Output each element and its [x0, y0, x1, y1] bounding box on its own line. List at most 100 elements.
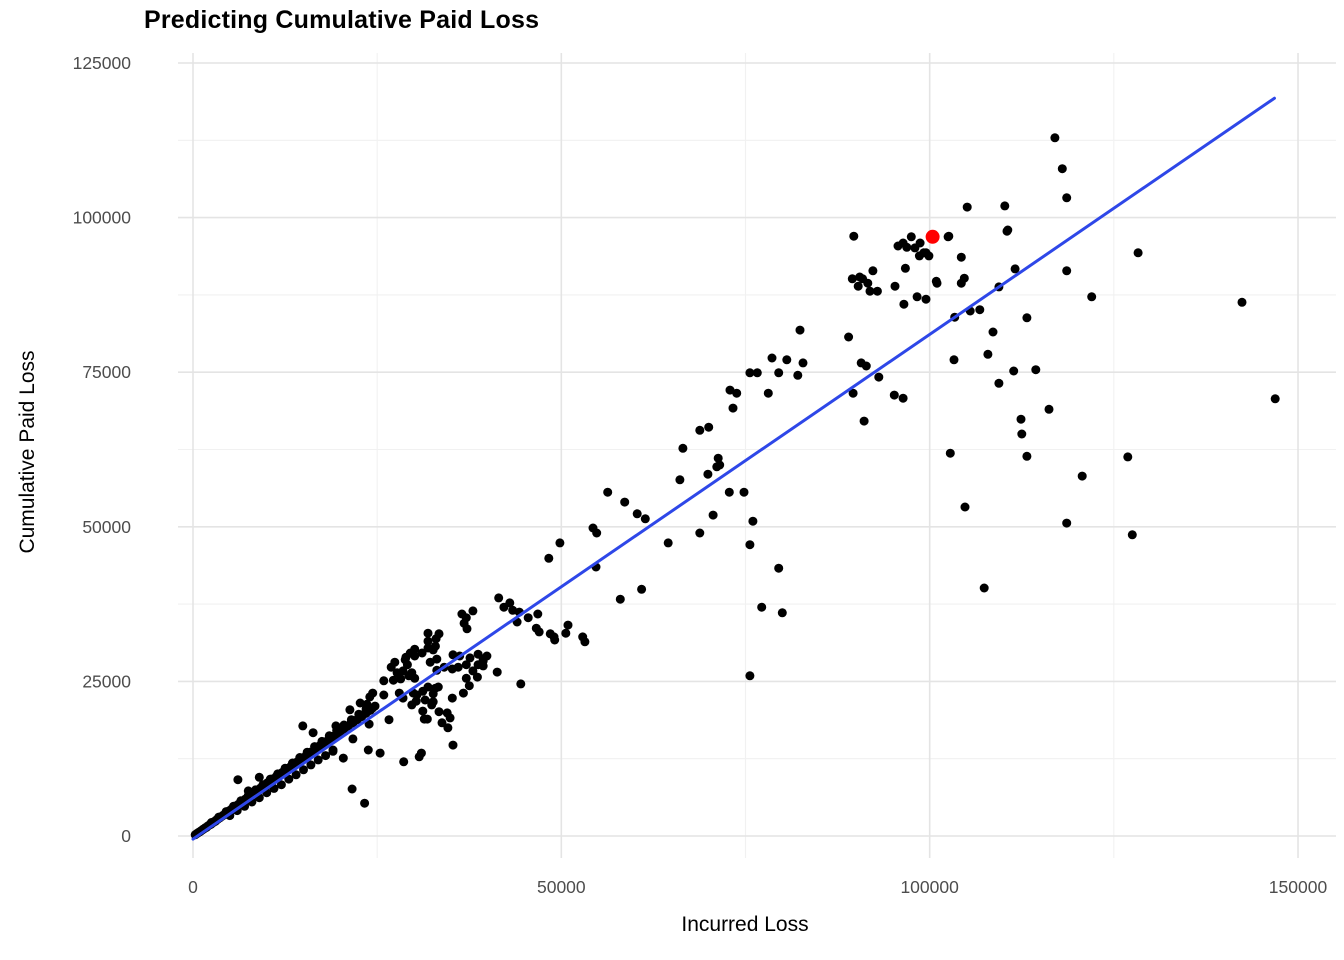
- data-point: [555, 538, 565, 548]
- data-point: [675, 475, 685, 485]
- data-point: [461, 660, 471, 670]
- data-point: [465, 653, 475, 663]
- data-point: [620, 497, 630, 507]
- data-point: [332, 726, 342, 736]
- data-point: [795, 325, 805, 335]
- data-point: [960, 502, 970, 512]
- data-point: [603, 487, 613, 497]
- data-point: [872, 286, 882, 296]
- data-point: [468, 606, 478, 616]
- data-point: [890, 281, 900, 291]
- data-point: [233, 775, 243, 785]
- data-point: [898, 393, 908, 403]
- data-point: [979, 583, 989, 593]
- data-point: [388, 675, 398, 685]
- data-point: [592, 528, 602, 538]
- data-point: [348, 734, 358, 744]
- data-point: [411, 696, 421, 706]
- data-point: [1133, 248, 1143, 258]
- data-point: [448, 650, 458, 660]
- data-point: [338, 753, 348, 763]
- data-point: [914, 251, 924, 261]
- data-point: [732, 388, 742, 398]
- data-point: [328, 745, 338, 755]
- data-point: [462, 624, 472, 634]
- data-point: [447, 693, 457, 703]
- data-point: [379, 690, 389, 700]
- data-point: [550, 635, 560, 645]
- data-point: [745, 540, 755, 550]
- data-point: [1010, 264, 1020, 274]
- data-point: [280, 763, 290, 773]
- data-point: [361, 704, 371, 714]
- data-point: [580, 637, 590, 647]
- data-point: [368, 703, 378, 713]
- data-point: [632, 509, 642, 519]
- data-point: [416, 748, 426, 758]
- data-point: [712, 462, 722, 472]
- data-point: [1000, 201, 1010, 211]
- data-point: [1009, 366, 1019, 376]
- data-point: [273, 769, 283, 779]
- data-point: [703, 469, 713, 479]
- data-point: [959, 273, 969, 283]
- data-point: [434, 707, 444, 717]
- data-point: [728, 403, 738, 413]
- data-point: [523, 613, 533, 623]
- data-point: [399, 757, 409, 767]
- data-point: [310, 742, 320, 752]
- data-point: [306, 760, 316, 770]
- data-point: [774, 563, 784, 573]
- data-point: [492, 667, 502, 677]
- data-point: [932, 278, 942, 288]
- data-point: [346, 715, 356, 725]
- data-point: [434, 629, 444, 639]
- data-point: [544, 553, 554, 563]
- data-point: [288, 758, 297, 768]
- data-point: [777, 608, 787, 618]
- data-point: [678, 443, 688, 453]
- data-point: [663, 538, 673, 548]
- data-point: [428, 697, 438, 707]
- data-point: [339, 720, 349, 730]
- data-point: [1044, 404, 1054, 414]
- data-point: [949, 355, 959, 365]
- y-tick-label: 125000: [73, 53, 132, 73]
- data-point: [912, 292, 922, 302]
- chart-title: Predicting Cumulative Paid Loss: [144, 6, 540, 34]
- data-point: [847, 274, 857, 284]
- data-point: [284, 774, 294, 784]
- data-point: [767, 353, 777, 363]
- data-point: [430, 683, 440, 693]
- data-point: [299, 765, 308, 775]
- x-axis-title: Incurred Loss: [681, 913, 809, 936]
- data-point: [428, 645, 438, 655]
- y-tick-label: 0: [121, 826, 131, 846]
- data-point: [534, 627, 544, 637]
- data-point: [861, 361, 871, 371]
- trend-line: [191, 96, 1276, 841]
- data-point: [384, 715, 394, 725]
- data-point: [739, 487, 749, 497]
- data-point: [563, 620, 573, 630]
- data-point: [695, 528, 705, 538]
- data-point: [423, 628, 433, 638]
- data-point: [1127, 530, 1137, 540]
- data-point: [308, 728, 318, 738]
- data-point: [1077, 471, 1087, 481]
- x-tick-label: 0: [188, 877, 198, 897]
- data-point: [915, 238, 925, 248]
- x-tick-label: 150000: [1269, 877, 1328, 897]
- data-point: [437, 718, 447, 728]
- data-point: [745, 671, 755, 681]
- data-point: [994, 378, 1004, 388]
- data-point: [745, 368, 755, 378]
- data-point: [782, 355, 792, 365]
- data-point: [276, 780, 286, 790]
- x-tick-label: 100000: [900, 877, 959, 897]
- data-point: [793, 370, 803, 380]
- data-point: [640, 514, 650, 524]
- data-point: [1062, 266, 1072, 276]
